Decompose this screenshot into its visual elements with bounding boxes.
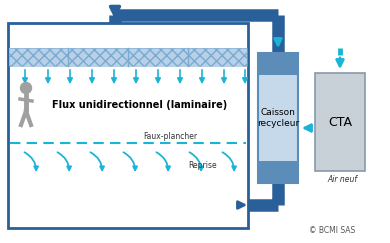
Bar <box>258 75 298 161</box>
Bar <box>258 53 298 75</box>
Bar <box>258 53 298 183</box>
Text: Air neuf: Air neuf <box>327 175 357 184</box>
Bar <box>9 48 247 66</box>
Bar <box>8 23 248 228</box>
Bar <box>258 161 298 183</box>
Bar <box>315 73 365 171</box>
Circle shape <box>21 83 32 94</box>
Text: CTA: CTA <box>328 115 352 129</box>
Text: © BCMI SAS: © BCMI SAS <box>309 226 355 235</box>
Text: Caisson
recycleur: Caisson recycleur <box>257 108 299 128</box>
Text: Flux unidirectionnel (laminaire): Flux unidirectionnel (laminaire) <box>52 100 228 110</box>
Bar <box>9 48 247 66</box>
Text: Reprise: Reprise <box>188 160 216 170</box>
Text: Faux-plancher: Faux-plancher <box>143 132 197 141</box>
